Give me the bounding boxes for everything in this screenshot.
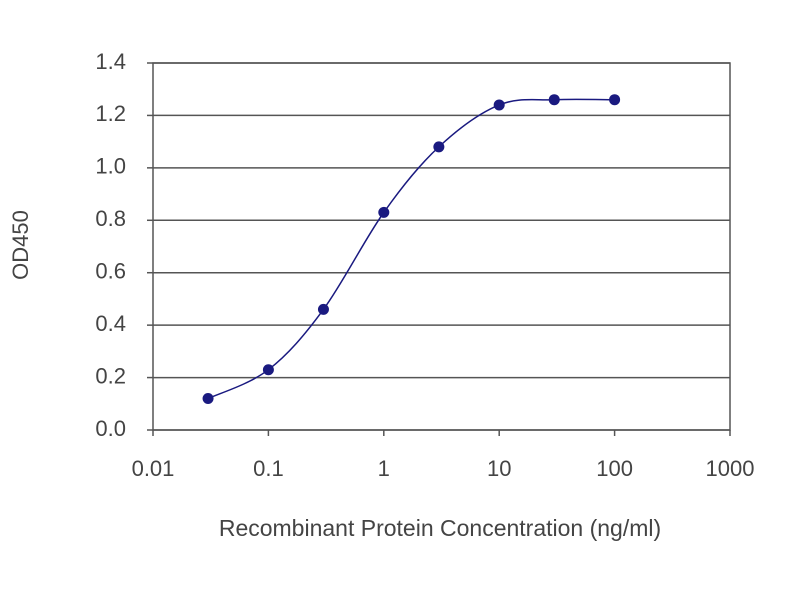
data-point bbox=[378, 206, 390, 218]
data-point bbox=[609, 94, 621, 106]
data-point bbox=[317, 303, 329, 315]
y-tick-label: 0.0 bbox=[95, 416, 126, 441]
y-tick-label: 1.4 bbox=[95, 49, 126, 74]
data-point bbox=[493, 99, 505, 111]
y-tick-label: 1.2 bbox=[95, 101, 126, 126]
x-tick-label: 100 bbox=[596, 456, 633, 481]
x-tick-label: 0.01 bbox=[132, 456, 175, 481]
plot-area bbox=[152, 62, 731, 431]
data-point bbox=[548, 94, 560, 106]
x-tick-label: 1 bbox=[378, 456, 390, 481]
y-tick-label: 0.2 bbox=[95, 363, 126, 388]
x-tick-label: 0.1 bbox=[253, 456, 284, 481]
data-point bbox=[433, 141, 445, 153]
x-tick-label: 1000 bbox=[706, 456, 755, 481]
y-tick-label: 0.8 bbox=[95, 206, 126, 231]
y-tick-label: 0.6 bbox=[95, 259, 126, 284]
data-point bbox=[202, 393, 214, 405]
data-point bbox=[262, 364, 274, 376]
x-axis-label: Recombinant Protein Concentration (ng/ml… bbox=[219, 515, 661, 541]
y-tick-label: 1.0 bbox=[95, 154, 126, 179]
x-tick-label: 10 bbox=[487, 456, 511, 481]
y-axis-label: OD450 bbox=[8, 210, 33, 280]
y-tick-label: 0.4 bbox=[95, 311, 126, 336]
fit-curve bbox=[207, 98, 615, 400]
